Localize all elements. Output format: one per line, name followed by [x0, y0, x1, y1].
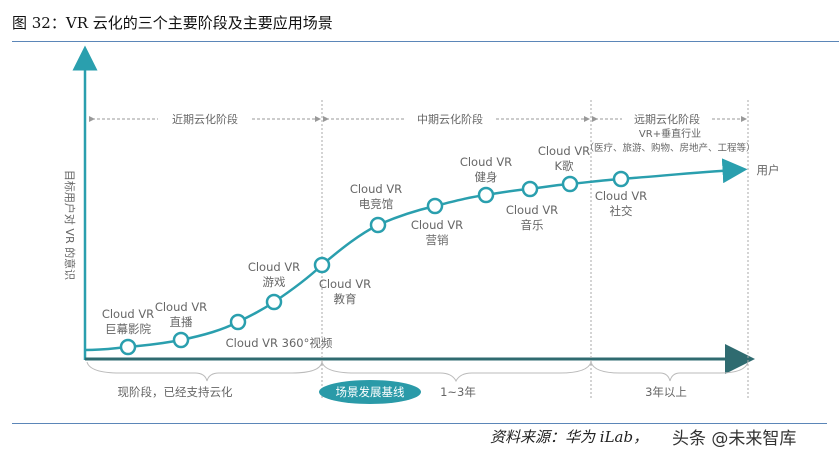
- scenario-label: 巨幕影院: [105, 322, 151, 336]
- scenario-label: Cloud VR: [506, 203, 558, 217]
- scenario-node: [119, 338, 137, 356]
- phase-mid-label: 中期云化阶段: [417, 112, 483, 126]
- x-axis-end-label: 用户: [757, 163, 780, 177]
- scenario-label: 游戏: [263, 275, 286, 289]
- scenario-label: Cloud VR: [248, 260, 300, 274]
- source-divider: [12, 423, 827, 424]
- timeline-3-plus-years: 3年以上: [645, 385, 687, 399]
- scenario-node: [561, 175, 579, 193]
- timeline-1-3-years: 1~3年: [440, 385, 476, 399]
- scenario-label: Cloud VR: [350, 182, 402, 196]
- scenario-node: [612, 170, 630, 188]
- watermark: 头条 @未来智库: [672, 424, 797, 449]
- scenario-label: Cloud VR 360°视频: [226, 336, 333, 350]
- scenario-node: [369, 216, 387, 234]
- scenario-node: [229, 313, 247, 331]
- baseline-pill-label: 场景发展基线: [336, 385, 405, 399]
- title-divider: [12, 41, 839, 42]
- scenario-node: [172, 331, 190, 349]
- phase-far-sub2: （医疗、旅游、购物、房地产、工程等）: [584, 142, 755, 154]
- scenario-label: Cloud VR: [102, 307, 154, 321]
- scenario-label: Cloud VR: [460, 155, 512, 169]
- scenario-label: 营销: [426, 233, 449, 247]
- timeline-braces: [86, 361, 749, 383]
- scenario-label: 直播: [170, 315, 193, 329]
- baseline-pill: [319, 380, 421, 404]
- timeline-now: 现阶段，已经支持云化: [118, 385, 233, 399]
- scenario-node: [521, 180, 539, 198]
- scenario-node: [265, 293, 283, 311]
- scenario-label: 健身: [475, 170, 498, 184]
- phase-far-sub1: VR+垂直行业: [639, 127, 701, 140]
- scenario-node: [477, 186, 495, 204]
- scenario-label: 音乐: [521, 218, 544, 232]
- scenario-label: 社交: [610, 204, 633, 218]
- scenario-node: [426, 197, 444, 215]
- y-axis-label: 目标用户对 VR 的意识: [63, 170, 77, 280]
- source-note: 资料来源：华为 iLab，: [490, 428, 649, 446]
- scenario-label: Cloud VR: [411, 218, 463, 232]
- phase-dividers: [321, 100, 749, 400]
- scenario-label: Cloud VR: [319, 277, 371, 291]
- scenario-label: Cloud VR: [155, 300, 207, 314]
- scenario-label: K歌: [554, 159, 574, 173]
- figure-title: 图 32：VR 云化的三个主要阶段及主要应用场景: [12, 14, 333, 32]
- phase-far-label: 远期云化阶段: [634, 112, 700, 126]
- scenario-label: Cloud VR: [595, 189, 647, 203]
- scenario-node: [313, 256, 331, 274]
- scenario-label: 电竞馆: [359, 197, 394, 211]
- phase-near-label: 近期云化阶段: [172, 112, 238, 126]
- scenario-label: Cloud VR: [538, 144, 590, 158]
- scenario-label: 教育: [334, 292, 357, 306]
